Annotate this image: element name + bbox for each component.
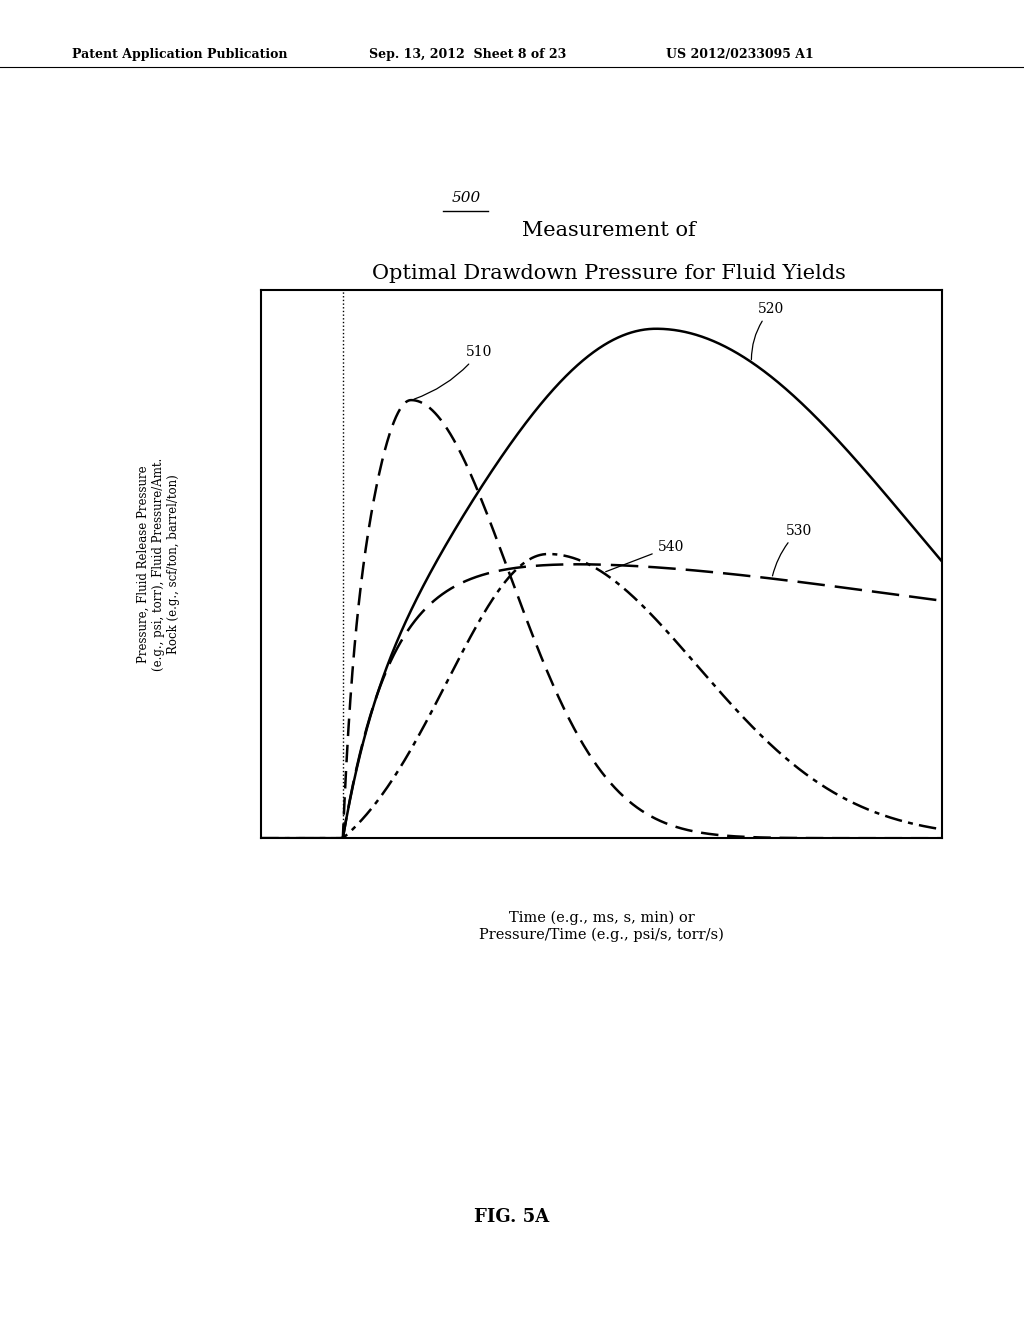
Text: Time (e.g., ms, s, min) or
Pressure/Time (e.g., psi/s, torr/s): Time (e.g., ms, s, min) or Pressure/Time…: [479, 911, 724, 942]
Text: Sep. 13, 2012  Sheet 8 of 23: Sep. 13, 2012 Sheet 8 of 23: [369, 48, 566, 61]
Text: Patent Application Publication: Patent Application Publication: [72, 48, 287, 61]
Text: 540: 540: [606, 540, 684, 572]
Text: Measurement of: Measurement of: [522, 222, 696, 240]
Text: Pressure, Fluid Release Pressure
(e.g., psi, torr), Fluid Pressure/Amt.
Rock (e.: Pressure, Fluid Release Pressure (e.g., …: [137, 458, 180, 671]
Text: FIG. 5A: FIG. 5A: [474, 1208, 550, 1226]
Text: US 2012/0233095 A1: US 2012/0233095 A1: [666, 48, 813, 61]
Text: Optimal Drawdown Pressure for Fluid Yields: Optimal Drawdown Pressure for Fluid Yiel…: [373, 264, 846, 282]
Text: 500: 500: [452, 190, 480, 205]
Text: 520: 520: [752, 302, 784, 359]
Text: 530: 530: [772, 524, 812, 576]
Text: 510: 510: [414, 346, 493, 399]
